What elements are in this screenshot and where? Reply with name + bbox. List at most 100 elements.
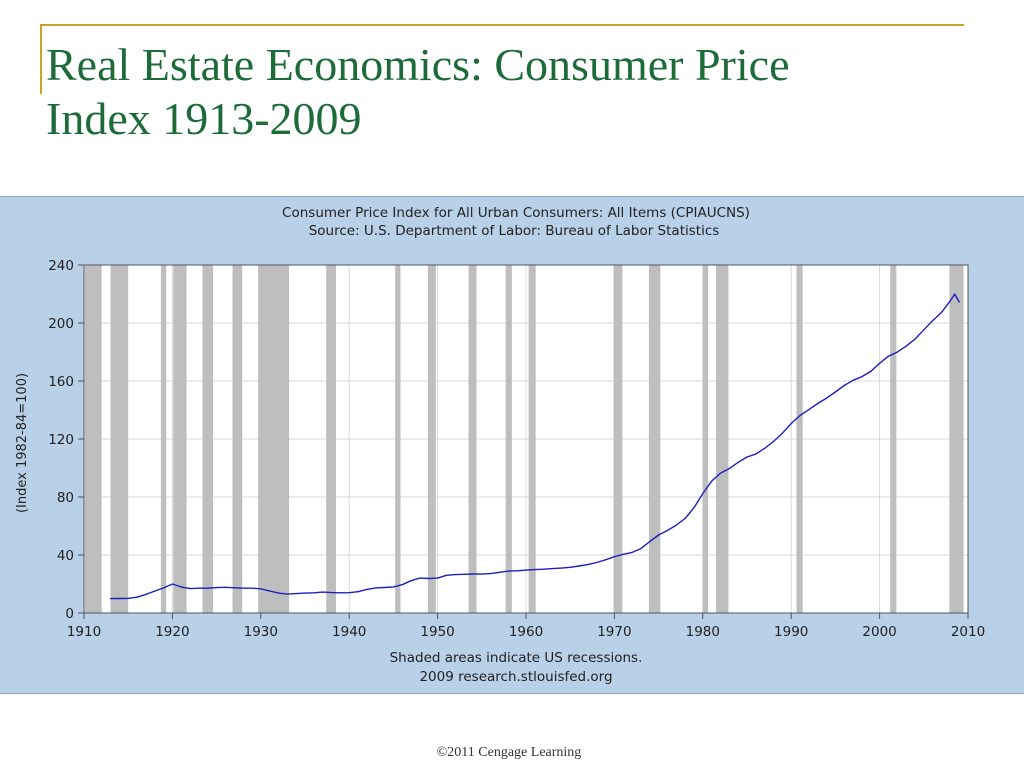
cpi-data-point bbox=[445, 574, 447, 576]
cpi-data-point bbox=[569, 566, 571, 568]
axis-layer: 0 40 80 120 160 200 240 1910 1920 1930 1940 1950 196… bbox=[48, 258, 985, 640]
y-tick-label: 120 bbox=[48, 432, 74, 448]
cpi-data-point bbox=[649, 540, 651, 543]
cpi-data-point bbox=[251, 587, 253, 589]
cpi-data-point bbox=[817, 402, 819, 405]
cpi-data-point bbox=[764, 447, 766, 449]
recession-band bbox=[232, 265, 243, 613]
x-tick-label: 1960 bbox=[509, 624, 543, 640]
recession-band bbox=[84, 265, 102, 613]
recession-band bbox=[613, 265, 623, 613]
cpi-data-point bbox=[109, 598, 112, 600]
copyright-notice: ©2011 Cengage Learning bbox=[436, 745, 582, 760]
chart-subtitle: Source: U.S. Department of Labor: Bureau… bbox=[309, 223, 720, 239]
cpi-data-point bbox=[755, 453, 757, 455]
cpi-data-point bbox=[286, 593, 288, 595]
recession-layer bbox=[84, 265, 964, 613]
cpi-data-point bbox=[958, 301, 960, 303]
cpi-data-point bbox=[410, 580, 412, 582]
cpi-data-point bbox=[242, 587, 244, 589]
chart-footer-source: 2009 research.stlouisfed.org bbox=[419, 669, 612, 685]
recession-band bbox=[326, 265, 336, 613]
x-tick-label: 1950 bbox=[420, 624, 454, 640]
cpi-data-point bbox=[233, 587, 235, 589]
cpi-data-point bbox=[534, 569, 536, 571]
cpi-data-point bbox=[357, 591, 359, 593]
cpi-data-point bbox=[401, 584, 403, 586]
cpi-data-point bbox=[498, 571, 501, 573]
cpi-data-point bbox=[879, 362, 881, 364]
cpi-data-point bbox=[905, 345, 907, 347]
cpi-data-point bbox=[843, 384, 845, 387]
cpi-data-point bbox=[330, 592, 333, 594]
x-tick-label: 2010 bbox=[951, 624, 985, 640]
cpi-data-point bbox=[339, 592, 341, 594]
line-layer bbox=[109, 293, 960, 600]
recession-band bbox=[505, 265, 512, 613]
x-tick-label: 1920 bbox=[155, 624, 189, 640]
x-tick-label: 2000 bbox=[862, 624, 896, 640]
cpi-data-point bbox=[216, 587, 218, 589]
cpi-data-point bbox=[145, 593, 147, 595]
chart-footer-recessions-note: Shaded areas indicate US recessions. bbox=[390, 650, 643, 666]
cpi-data-point bbox=[596, 561, 598, 564]
cpi-data-point bbox=[799, 414, 801, 417]
cpi-data-point bbox=[684, 517, 686, 520]
cpi-series-line bbox=[110, 293, 960, 600]
cpi-data-point bbox=[826, 397, 828, 399]
cpi-data-point bbox=[472, 573, 474, 575]
y-tick-label: 40 bbox=[57, 548, 74, 564]
cpi-data-point bbox=[613, 556, 616, 558]
recession-band bbox=[202, 265, 214, 613]
x-tick-label: 1990 bbox=[774, 624, 808, 640]
cpi-data-point bbox=[384, 586, 386, 589]
title-rule-vertical bbox=[40, 24, 42, 94]
cpi-data-point bbox=[392, 586, 394, 588]
recession-band bbox=[528, 265, 536, 613]
x-tick-label: 1970 bbox=[597, 624, 631, 640]
chart-title: Consumer Price Index for All Urban Consu… bbox=[282, 205, 750, 221]
slide-title-line-1: Real Estate Economics: Consumer Price bbox=[46, 39, 790, 90]
cpi-data-point bbox=[366, 588, 368, 590]
cpi-data-point bbox=[322, 591, 324, 593]
y-tick-label: 80 bbox=[57, 490, 74, 506]
cpi-data-point bbox=[163, 587, 165, 589]
cpi-data-point bbox=[808, 409, 810, 411]
cpi-data-point bbox=[728, 468, 730, 470]
cpi-data-point bbox=[605, 559, 607, 561]
cpi-data-point bbox=[870, 370, 872, 372]
cpi-data-point bbox=[127, 597, 129, 599]
cpi-data-point bbox=[348, 592, 350, 594]
y-tick-label: 160 bbox=[48, 374, 74, 390]
cpi-data-point bbox=[896, 351, 898, 353]
recession-band bbox=[160, 265, 167, 613]
cpi-data-point bbox=[551, 568, 554, 570]
cpi-data-point bbox=[834, 391, 837, 393]
y-axis-label: (Index 1982-84=100) bbox=[15, 373, 30, 513]
cpi-data-point bbox=[507, 570, 509, 572]
cpi-data-point bbox=[136, 596, 138, 598]
cpi-data-point bbox=[543, 568, 545, 570]
cpi-data-point bbox=[666, 529, 669, 532]
cpi-data-point bbox=[454, 574, 456, 576]
recession-band bbox=[648, 265, 661, 613]
cpi-data-point bbox=[437, 577, 439, 579]
cpi-data-point bbox=[587, 564, 589, 566]
cpi-data-point bbox=[428, 577, 430, 580]
slide-title: Real Estate Economics: Consumer Price In… bbox=[46, 38, 946, 146]
chart-panel: Consumer Price Index for All Urban Consu… bbox=[0, 196, 1024, 694]
cpi-data-point bbox=[224, 586, 226, 588]
cpi-data-point bbox=[631, 551, 633, 553]
cpi-data-point bbox=[622, 553, 624, 555]
cpi-data-point bbox=[313, 592, 315, 594]
recession-band bbox=[949, 265, 964, 613]
plot-border bbox=[83, 264, 969, 614]
recession-band bbox=[702, 265, 709, 613]
recession-band bbox=[716, 265, 729, 613]
recession-band bbox=[796, 265, 803, 613]
cpi-data-point bbox=[746, 456, 748, 458]
cpi-data-point bbox=[772, 440, 775, 443]
cpi-data-point bbox=[419, 577, 421, 579]
cpi-data-point bbox=[640, 548, 642, 550]
recession-band bbox=[427, 265, 436, 613]
